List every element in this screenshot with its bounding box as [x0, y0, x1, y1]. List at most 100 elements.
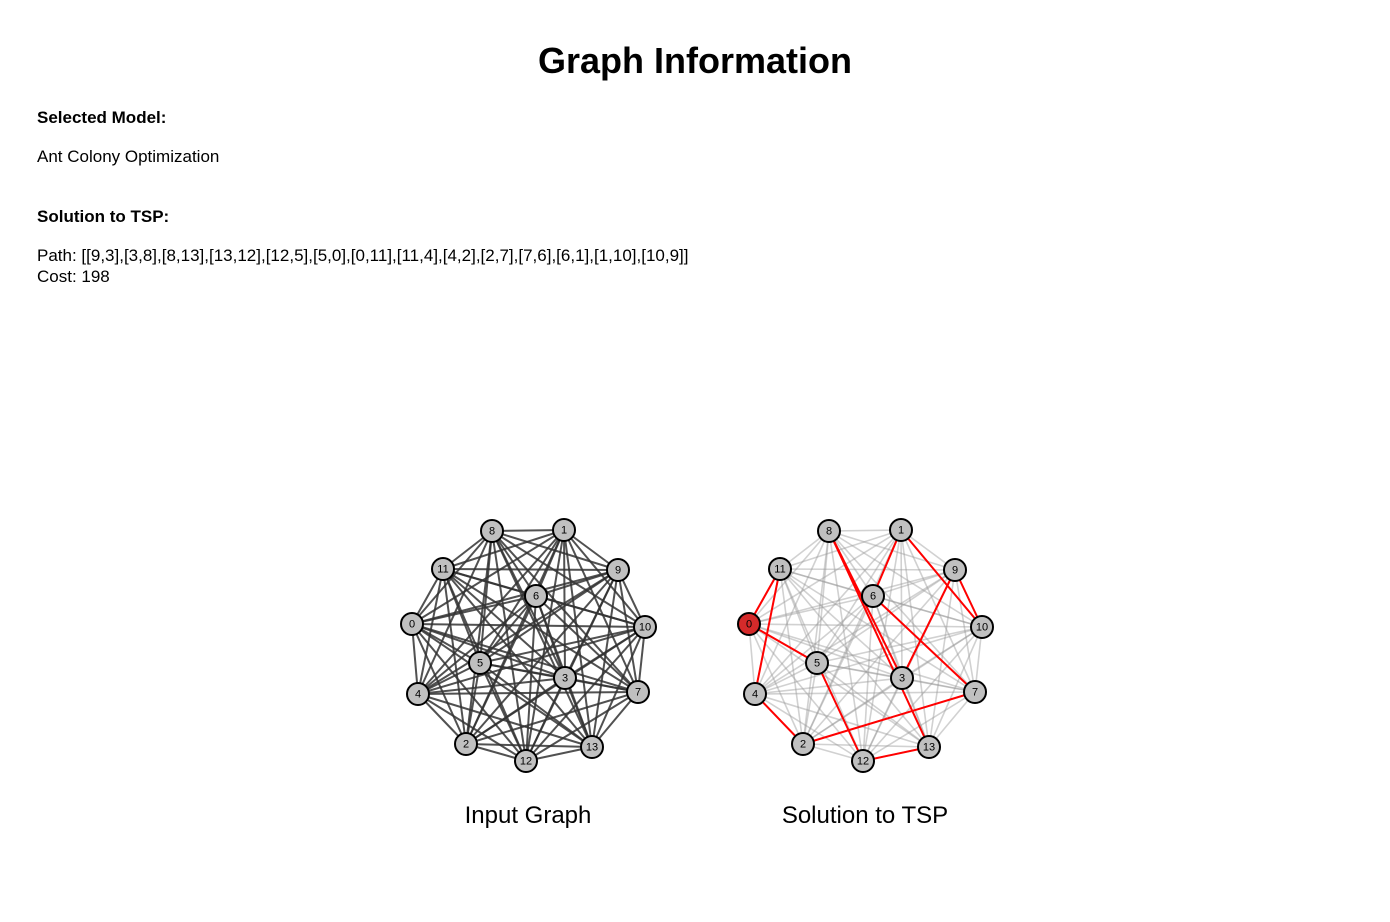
graph-edge	[802, 662, 818, 745]
solution-label: Solution to TSP:	[37, 207, 170, 226]
graph-node: 6	[524, 584, 548, 608]
node-circle	[943, 558, 967, 582]
graph-node: 5	[468, 651, 492, 675]
graph-node: 1	[552, 518, 576, 542]
graph-node: 13	[580, 735, 604, 759]
node-circle	[817, 519, 841, 543]
tour-edge	[748, 623, 818, 664]
graph-edge	[802, 743, 930, 748]
graph-edge	[748, 529, 902, 625]
graph-edge	[954, 569, 976, 693]
node-label: 8	[826, 526, 832, 538]
graph-edge	[900, 529, 976, 693]
graph-edge	[535, 595, 639, 693]
selected-model-value: Ant Colony Optimization	[37, 147, 220, 166]
graph-node: 7	[626, 680, 650, 704]
node-label: 2	[800, 739, 806, 751]
graph-edge	[828, 530, 976, 693]
graph-node: 8	[480, 519, 504, 543]
node-label: 9	[615, 565, 621, 577]
node-circle	[431, 557, 455, 581]
tour-edge	[816, 662, 864, 762]
graph-edge	[901, 677, 976, 693]
node-label: 10	[976, 622, 988, 634]
graph-edge	[411, 623, 639, 693]
graph-edge	[748, 569, 956, 625]
graph-edge	[491, 529, 565, 532]
graph-edge	[828, 529, 902, 532]
node-circle	[524, 584, 548, 608]
graph-edge	[872, 595, 983, 628]
node-circle	[861, 584, 885, 608]
graph-edge	[754, 693, 930, 748]
graph-edge	[411, 569, 619, 625]
graph-edge	[754, 529, 902, 695]
tour-edge	[802, 691, 976, 745]
graph-edge	[828, 530, 864, 762]
graph-node: 0	[737, 612, 761, 636]
node-label: 11	[774, 564, 785, 576]
node-circle	[851, 749, 875, 773]
graph-node: 0	[400, 612, 424, 636]
solution-graph-caption: Solution to TSP	[781, 802, 949, 829]
node-label: 2	[463, 739, 469, 751]
graph-edge	[900, 529, 930, 748]
node-circle	[768, 557, 792, 581]
graph-node: 11	[768, 557, 792, 581]
node-label: 5	[814, 658, 820, 670]
graph-edge	[816, 569, 956, 664]
node-label: 4	[415, 689, 421, 701]
node-label: 0	[746, 619, 752, 631]
graph-edge	[417, 568, 444, 695]
node-circle	[606, 558, 630, 582]
node-label: 1	[561, 525, 567, 537]
graph-edge	[900, 529, 903, 679]
graph-edge	[748, 623, 864, 762]
node-circle	[889, 518, 913, 542]
graph-edge	[779, 568, 956, 571]
node-label: 6	[870, 591, 876, 603]
graph-node: 6	[861, 584, 885, 608]
graph-edge	[748, 623, 983, 628]
node-circle	[580, 735, 604, 759]
tour-edge	[872, 595, 976, 693]
node-label: 12	[857, 756, 869, 768]
node-label: 7	[972, 687, 978, 699]
graph-edge	[928, 626, 983, 748]
graph-edge	[828, 530, 983, 628]
graph-edge	[591, 626, 646, 748]
node-circle	[400, 612, 424, 636]
graph-edge	[465, 530, 493, 745]
node-label: 5	[477, 658, 483, 670]
graph-edge	[816, 626, 983, 664]
graph-edge	[779, 568, 818, 664]
graph-node: 12	[851, 749, 875, 773]
node-circle	[553, 666, 577, 690]
graph-edge	[802, 530, 830, 745]
graph-edge	[442, 568, 619, 571]
solution-path: Path: [[9,3],[3,8],[8,13],[13,12],[12,5]…	[37, 246, 689, 265]
graph-edge	[479, 569, 619, 664]
graph-edge	[491, 530, 537, 597]
graph-edge	[748, 623, 976, 693]
node-label: 3	[562, 673, 568, 685]
graph-node: 8	[817, 519, 841, 543]
graph-edge	[872, 595, 903, 679]
node-circle	[480, 519, 504, 543]
graph-edge	[779, 568, 903, 679]
node-circle	[468, 651, 492, 675]
selected-model-label: Selected Model:	[37, 108, 167, 127]
node-label: 3	[899, 673, 905, 685]
tour-edge	[901, 569, 956, 679]
node-circle	[552, 518, 576, 542]
node-label: 10	[639, 622, 651, 634]
tour-edge	[754, 568, 781, 695]
node-circle	[406, 682, 430, 706]
graph-edge	[754, 691, 976, 695]
graph-edge	[748, 530, 830, 625]
graph-node: 10	[970, 615, 994, 639]
node-label: 0	[409, 619, 415, 631]
